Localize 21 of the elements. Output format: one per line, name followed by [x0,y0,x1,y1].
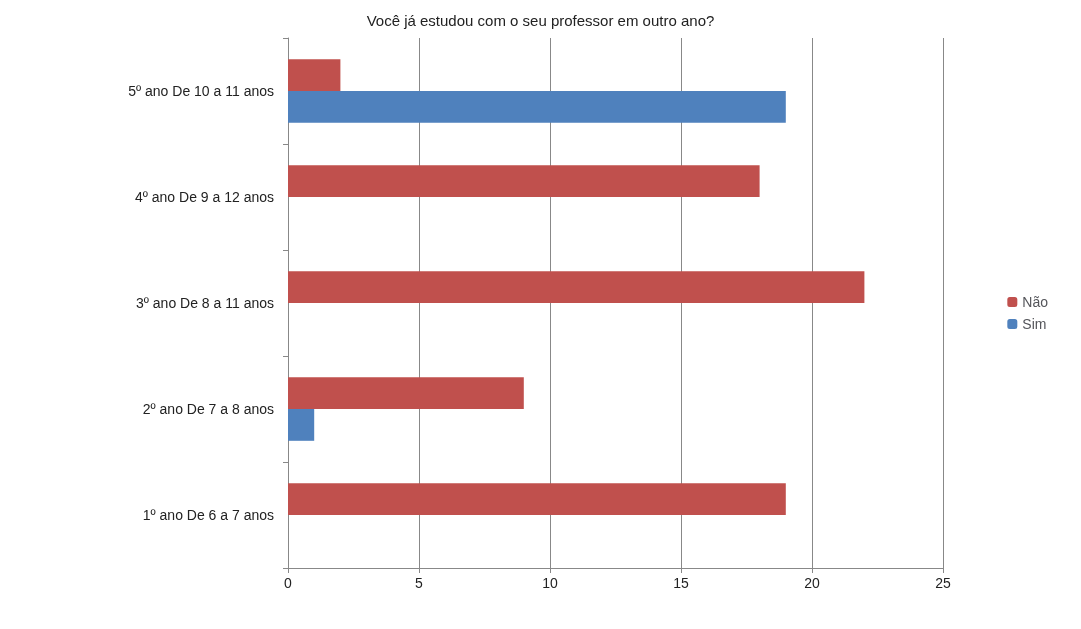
x-tick-label: 15 [673,575,689,591]
y-tick-label: 5º ano De 10 a 11 anos [128,83,274,99]
y-tick-label: 4º ano De 9 a 12 anos [135,189,274,205]
bar [288,409,315,441]
bar [288,271,865,303]
bar [288,483,786,515]
bar [288,165,760,197]
x-tick-label: 5 [415,575,424,591]
bar [288,91,786,123]
legend-label: Não [1022,294,1049,310]
x-tick-label: 0 [284,575,293,591]
bar [288,59,341,91]
y-tick-label: 1º ano De 6 a 7 anos [142,507,274,523]
chart-title: Você já estudou com o seu professor em outro ano? [366,12,715,29]
bar [288,377,524,409]
y-tick-label: 2º ano De 7 a 8 anos [142,401,274,417]
y-tick-label: 3º ano De 8 a 11 anos [136,295,274,311]
x-tick-label: 10 [542,575,558,591]
legend-label: Sim [1022,316,1047,332]
x-tick-label: 25 [935,575,951,591]
x-tick-label: 20 [804,575,820,591]
